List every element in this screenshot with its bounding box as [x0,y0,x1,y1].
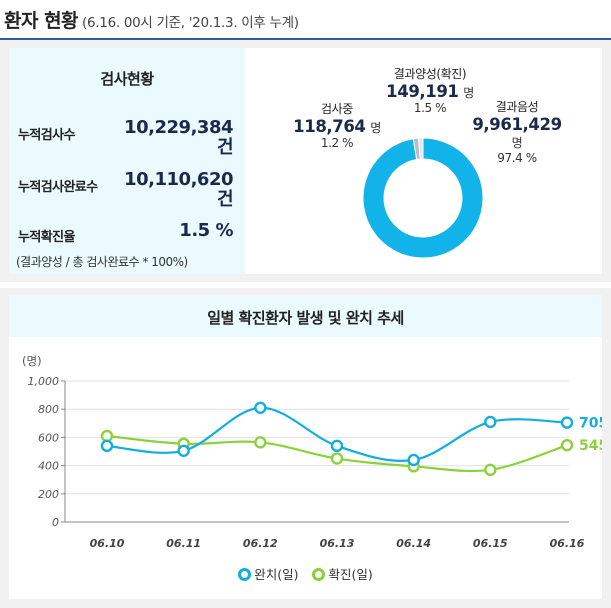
y-axis-unit: (명) [22,354,42,368]
y-tick-label: 0 [52,516,59,529]
donut-slice-negative[interactable] [362,137,484,259]
line-chart: (명) 0 200 400 600 800 1,000 06.10 06.11 06.12 06.1… [22,354,602,550]
donut-chart [362,137,484,259]
completed-tests-value: 10,110,620 건 [124,169,234,210]
data-point-confirmed[interactable] [100,429,114,443]
pie-label-negative: 결과음성 9,961,429 명 97.4 % [467,98,567,165]
x-tick-label: 06.14 [396,537,431,550]
positive-rate-label: 누적확진율 [18,230,75,245]
total-tests-unit: 건 [216,137,234,158]
data-point-recovered[interactable] [560,416,574,429]
page-header: 환자 현황 (6.16. 00시 기준, '20.1.3. 이후 누계) [0,0,611,36]
page-subtitle: (6.16. 00시 기준, '20.1.3. 이후 누계) [82,15,299,31]
trend-title-bar: 일별 확진환자 발생 및 완치 추세 [9,295,602,337]
test-status-box: 검사현황 누적검사수 10,229,384 건 누적검사완료수 10,110,6… [9,48,245,274]
trend-chart-box: (명) 0 200 400 600 800 1,000 06.10 06.11 06.12 06.1… [9,337,602,599]
page-title: 환자 현황 (6.16. 00시 기준, '20.1.3. 이후 누계) [4,10,299,32]
pie-label-testing-value: 118,764 [293,117,366,136]
data-point-recovered[interactable] [254,401,267,414]
y-tick-label: 800 [38,403,59,416]
legend-label-confirmed: 확진(일) [328,567,373,582]
header-divider [0,38,611,40]
trend-chart-title: 일별 확진환자 발생 및 완치 추세 [207,309,404,327]
pie-label-negative-unit: 명 [511,136,523,150]
data-point-confirmed[interactable] [484,463,497,477]
completed-tests-unit: 건 [216,189,234,210]
pie-label-positive-pct: 1.5 % [413,101,447,115]
data-point-recovered[interactable] [330,439,344,453]
x-tick-label: 06.16 [550,537,585,550]
x-tick-label: 06.11 [166,537,201,550]
data-point-recovered[interactable] [407,453,420,467]
data-label-recovered: 705 [579,416,602,432]
data-point-confirmed[interactable] [560,438,574,452]
pie-label-positive-unit: 명 [463,86,474,100]
legend-item-recovered[interactable]: 완치(일) [238,564,299,583]
pie-label-positive: 결과양성(확진) 149,191 명 1.5 % [375,65,485,115]
completed-tests-label: 누적검사완료수 [18,180,98,195]
data-point-confirmed[interactable] [254,436,267,449]
total-tests-value: 10,229,384 건 [124,117,234,158]
data-point-recovered[interactable] [177,444,190,457]
pie-label-testing-pct: 1.2 % [320,136,354,150]
positive-rate-value: 1.5 % [179,220,233,241]
data-label-confirmed: 545 [579,438,602,454]
x-tick-label: 06.15 [473,537,508,550]
y-tick-label: 200 [38,488,59,501]
test-status-title: 검사현황 [100,70,154,88]
y-tick-label: 600 [38,431,59,444]
positive-rate-note: (결과양성 / 총 검사완료수 * 100%) [16,255,188,269]
y-tick-label: 400 [38,460,59,473]
total-tests-label: 누적검사수 [18,128,75,143]
test-result-box: 결과양성(확진) 149,191 명 1.5 % 검사중 118,764 명 1… [245,48,602,274]
x-tick-label: 06.10 [90,537,125,550]
pie-label-testing-name: 검사중 [321,102,353,116]
pie-label-negative-pct: 97.4 % [497,151,537,165]
data-point-confirmed[interactable] [330,452,344,465]
legend-dot-recovered [238,568,252,581]
chart-legend: 완치(일) 확진(일) [9,564,602,583]
pie-label-testing: 검사중 118,764 명 1.2 % [287,100,387,150]
legend-item-confirmed[interactable]: 확진(일) [312,564,373,583]
x-tick-label: 06.13 [320,537,355,550]
pie-label-testing-unit: 명 [370,121,381,135]
pie-label-negative-value: 9,961,429 [472,115,562,134]
data-point-recovered[interactable] [484,415,497,429]
y-tick-label: 1,000 [28,375,60,388]
legend-dot-confirmed [312,568,326,581]
pie-label-positive-name: 결과양성(확진) [393,67,467,81]
data-point-recovered[interactable] [100,439,114,453]
legend-label-recovered: 완치(일) [254,567,299,582]
pie-label-negative-name: 결과음성 [495,100,539,114]
x-tick-label: 06.12 [243,537,278,550]
pie-label-positive-value: 149,191 [386,82,459,101]
